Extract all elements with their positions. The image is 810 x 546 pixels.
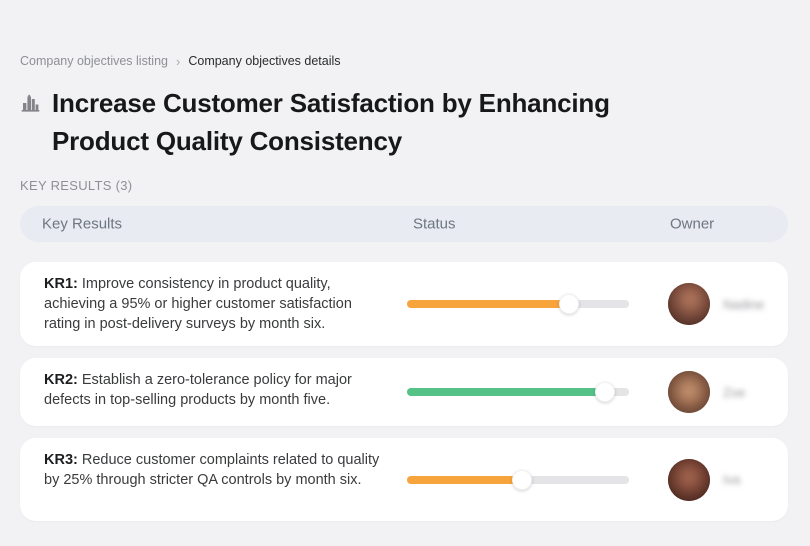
kr2-progress-track (407, 382, 629, 402)
kr3-description: KR3: Reduce customer complaints related … (20, 438, 382, 502)
table-row-kr3[interactable]: KR3: Reduce customer complaints related … (20, 438, 788, 521)
key-results-table-header: Key Results Status Owner (20, 206, 788, 242)
kr1-label: KR1: (44, 276, 78, 292)
kr3-label: KR3: (44, 452, 78, 468)
buildings-icon (20, 93, 41, 119)
column-header-status: Status (413, 215, 456, 233)
kr2-owner-avatar (668, 371, 710, 413)
kr3-text: Reduce customer complaints related to qu… (44, 452, 380, 488)
kr1-owner-cell: Nadine (668, 283, 764, 325)
kr2-description: KR2: Establish a zero-tolerance policy f… (20, 358, 382, 422)
kr3-owner-cell: Iva (668, 458, 741, 501)
kr1-owner-name: Nadine (723, 296, 765, 312)
column-header-owner: Owner (670, 215, 715, 233)
kr3-owner-name: Iva (723, 472, 741, 487)
kr2-owner-name: Zoe (723, 384, 746, 400)
kr1-description: KR1: Improve consistency in product qual… (20, 262, 382, 346)
kr3-owner-avatar (668, 458, 710, 501)
kr2-label: KR2: (44, 372, 78, 388)
kr1-owner-avatar (668, 283, 710, 325)
breadcrumb-objectives-details: Company objectives details (188, 54, 341, 68)
key-results-section-label: KEY RESULTS (3) (20, 178, 133, 193)
breadcrumb-objectives-listing[interactable]: Company objectives listing (20, 54, 168, 68)
kr3-progress-track (407, 469, 629, 490)
kr1-text: Improve consistency in product quality, … (44, 276, 352, 332)
breadcrumb: Company objectives listing › Company obj… (20, 54, 788, 68)
chevron-right-icon: › (176, 53, 181, 69)
kr2-progress-fill (407, 388, 605, 396)
kr2-text: Establish a zero-tolerance policy for ma… (44, 372, 352, 408)
kr1-progress-knob[interactable] (559, 294, 580, 314)
kr2-owner-cell: Zoe (668, 371, 745, 413)
kr3-progress-knob[interactable] (512, 469, 533, 490)
table-row-kr2[interactable]: KR2: Establish a zero-tolerance policy f… (20, 358, 788, 426)
column-header-key-results: Key Results (42, 215, 123, 233)
kr1-progress-track (407, 294, 629, 314)
page-title: Increase Customer Satisfaction by Enhanc… (52, 88, 610, 156)
objective-title-row: Increase Customer Satisfaction by Enhanc… (20, 84, 788, 160)
kr3-progress-fill (407, 475, 523, 484)
kr1-progress-fill (407, 300, 570, 308)
kr2-progress-knob[interactable] (594, 382, 615, 402)
table-row-kr1[interactable]: KR1: Improve consistency in product qual… (20, 262, 788, 346)
